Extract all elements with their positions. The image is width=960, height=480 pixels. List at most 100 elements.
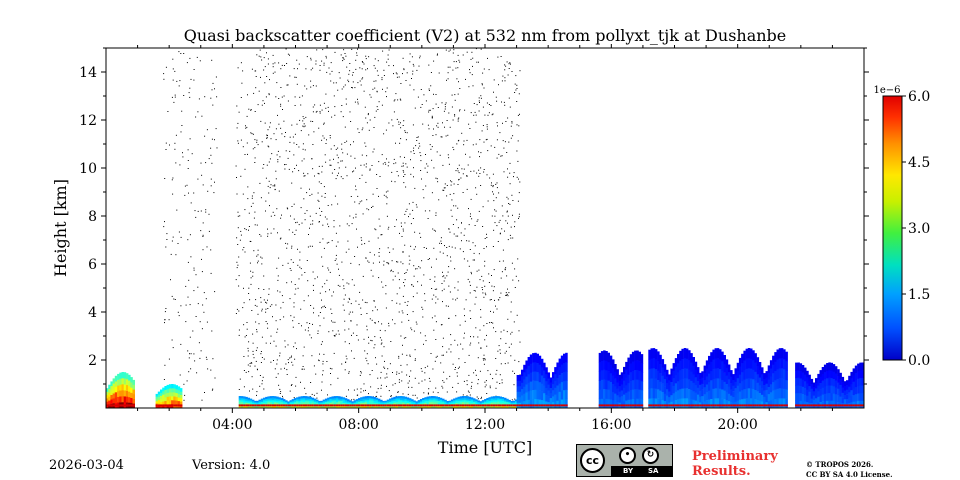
noise-dot [519, 113, 520, 115]
noise-dot [505, 342, 507, 344]
aerosol-cell [260, 406, 264, 408]
aerosol-cell [377, 406, 381, 408]
aerosol-cell [435, 406, 438, 408]
noise-dot [393, 111, 395, 113]
aerosol-cell [710, 352, 713, 362]
aerosol-cell [648, 388, 651, 399]
aerosol-cell [554, 373, 557, 381]
aerosol-cell [291, 399, 295, 401]
surface-cell [515, 404, 518, 407]
noise-dot [201, 271, 203, 273]
aerosol-cell [861, 392, 864, 401]
noise-dot [517, 140, 519, 142]
noise-dot [302, 116, 304, 118]
surface-cell [817, 404, 820, 407]
aerosol-cell [556, 400, 559, 408]
surface-cell [801, 404, 805, 407]
aerosol-cell [848, 397, 851, 403]
aerosol-cell [397, 406, 401, 408]
noise-dot [498, 345, 500, 347]
aerosol-cell [501, 406, 505, 408]
aerosol-cell [267, 400, 270, 403]
aerosol-cell [329, 396, 332, 399]
noise-dot [495, 331, 497, 333]
noise-dot [445, 102, 447, 104]
noise-dot [496, 182, 498, 184]
noise-dot [378, 255, 380, 257]
noise-dot [184, 394, 186, 396]
noise-dot [444, 103, 446, 105]
noise-dot [333, 82, 335, 84]
noise-dot [425, 100, 427, 102]
noise-dot [495, 183, 497, 185]
aerosol-cell [243, 400, 246, 403]
aerosol-cell [650, 388, 653, 399]
surface-cell [859, 404, 862, 407]
noise-dot [420, 106, 422, 108]
noise-dot [350, 320, 352, 322]
noise-dot [187, 350, 189, 352]
surface-cell [529, 404, 533, 407]
aerosol-cell [475, 406, 478, 408]
aerosol-cell [668, 374, 671, 381]
noise-dot [477, 379, 479, 381]
noise-dot [387, 54, 389, 56]
noise-dot [189, 353, 190, 355]
colorbar-tick-label: 4.5 [908, 155, 930, 171]
aerosol-cell [627, 382, 630, 392]
noise-dot [322, 360, 324, 362]
aerosol-cell [783, 398, 786, 408]
aerosol-cell [175, 392, 178, 397]
noise-dot [329, 367, 331, 369]
aerosol-cell [389, 403, 392, 406]
noise-dot [300, 104, 302, 106]
noise-dot [260, 76, 261, 78]
noise-dot [510, 226, 512, 228]
noise-dot [267, 228, 268, 230]
aerosol-cell [355, 399, 359, 401]
noise-dot [350, 196, 352, 197]
noise-dot [386, 87, 388, 89]
aerosol-cell [810, 388, 814, 394]
aerosol-cell [428, 400, 432, 403]
aerosol-cell [123, 384, 127, 391]
aerosol-cell [765, 395, 768, 403]
aerosol-cell [534, 371, 537, 381]
aerosol-cell [177, 386, 181, 391]
aerosol-cell [638, 389, 641, 399]
noise-dot [298, 278, 300, 280]
noise-dot [469, 310, 471, 312]
noise-dot [256, 141, 258, 143]
aerosol-cell [543, 377, 546, 386]
surface-cell [173, 404, 176, 407]
aerosol-cell [377, 401, 381, 404]
aerosol-cell [631, 370, 635, 381]
noise-dot [402, 228, 404, 230]
aerosol-cell [650, 348, 653, 359]
noise-dot [310, 59, 312, 61]
noise-dot [344, 341, 346, 343]
surface-cell [362, 404, 365, 407]
aerosol-cell [335, 406, 339, 408]
noise-dot [343, 309, 345, 311]
noise-dot [333, 291, 334, 293]
noise-dot [375, 395, 377, 397]
noise-dot [489, 373, 491, 375]
noise-dot [425, 154, 426, 155]
aerosol-cell [108, 392, 111, 397]
aerosol-cell [318, 406, 321, 408]
aerosol-cell [247, 406, 250, 408]
noise-dot [272, 54, 274, 56]
aerosol-cell [484, 402, 487, 404]
noise-dot [273, 228, 275, 230]
aerosol-cell [745, 388, 749, 399]
surface-cell [612, 404, 615, 407]
aerosol-cell [826, 393, 829, 401]
aerosol-cell [714, 388, 718, 399]
noise-dot [418, 65, 420, 67]
aerosol-cell [738, 374, 742, 384]
aerosol-cell [828, 385, 831, 394]
surface-cell [240, 404, 244, 407]
noise-dot [400, 261, 402, 263]
aerosol-cell [694, 400, 698, 408]
